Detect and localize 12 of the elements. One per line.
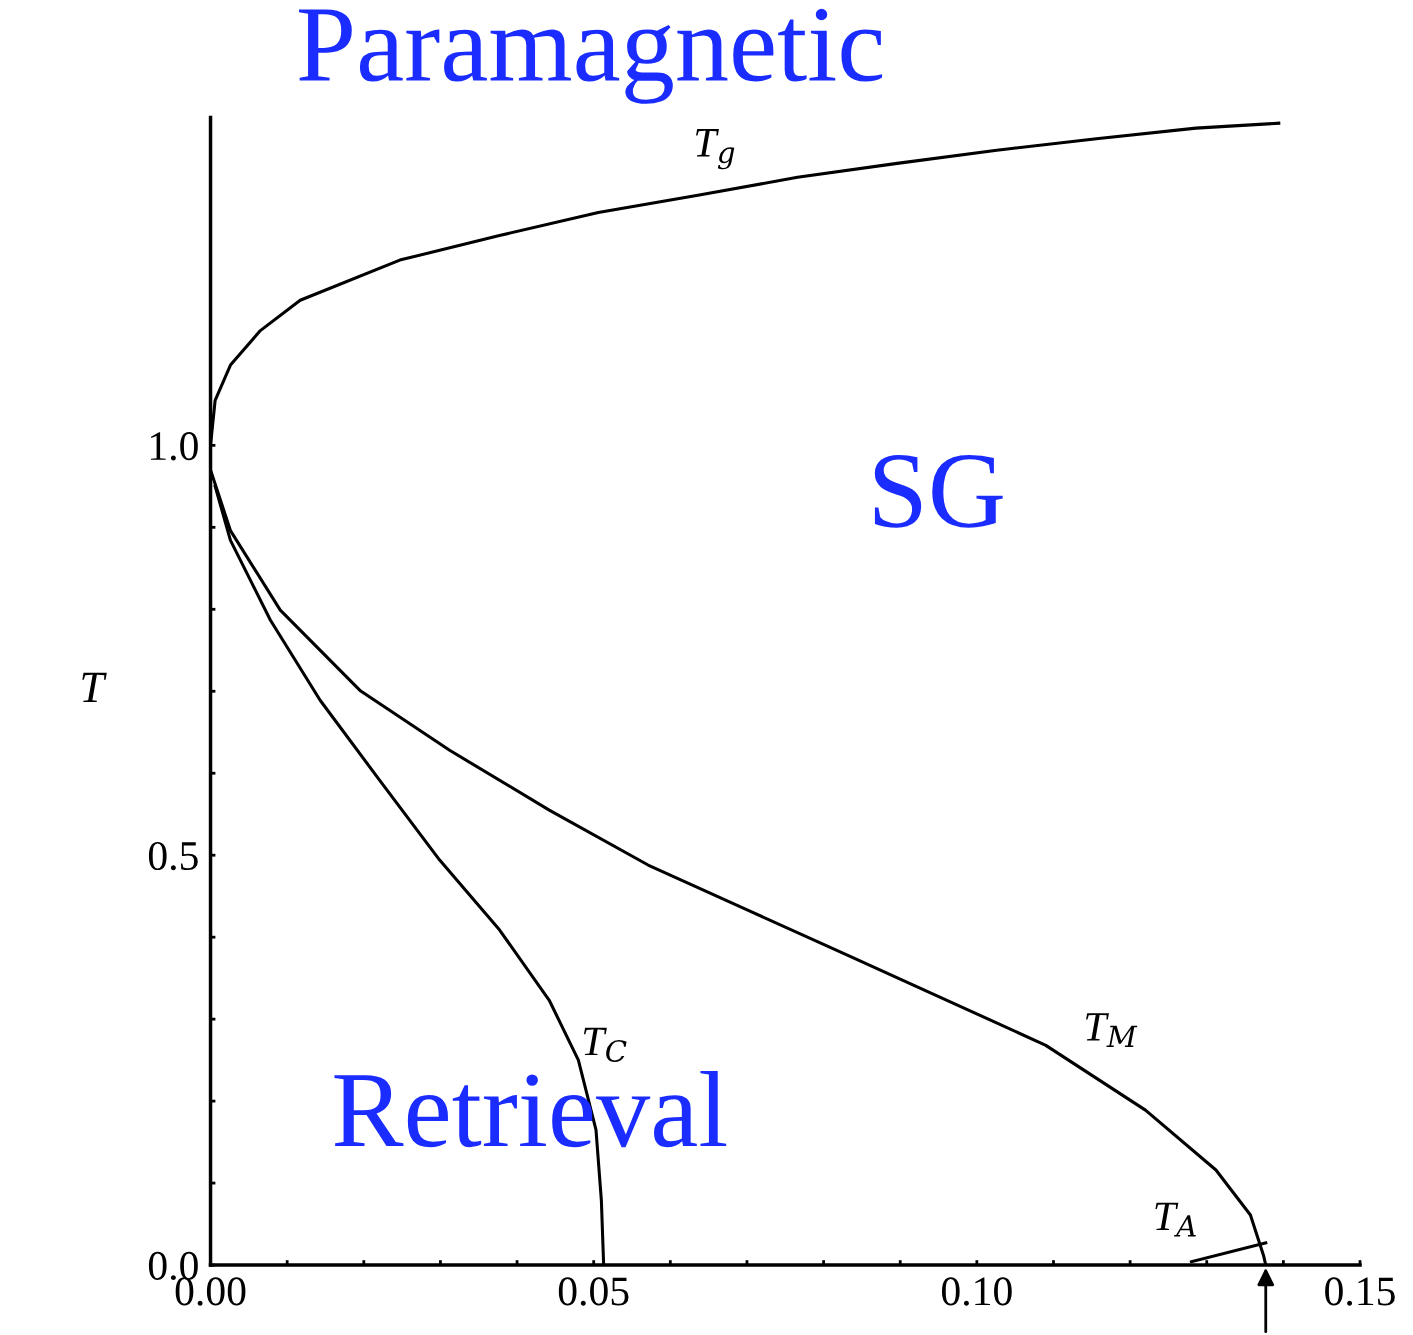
annotation: T$_{M}$: [1086, 1013, 1138, 1047]
y-axis-title: T: [82, 672, 107, 702]
annotation: SG: [874, 454, 1003, 528]
text: Paramagnetic: [298, 8, 883, 104]
annotation: T$_{g}$: [696, 129, 735, 170]
x-tick-label: 0.05: [558, 1277, 629, 1306]
y-tick-label: 1.0: [151, 432, 198, 461]
annotation: T$_{A}$: [1155, 1202, 1196, 1237]
x-tick-label: 0.15: [1325, 1277, 1395, 1306]
x-tick-label: 0.10: [941, 1277, 1012, 1306]
y-tick-label: 0.5: [148, 841, 198, 871]
annotation: T$_{C}$: [583, 1027, 627, 1063]
